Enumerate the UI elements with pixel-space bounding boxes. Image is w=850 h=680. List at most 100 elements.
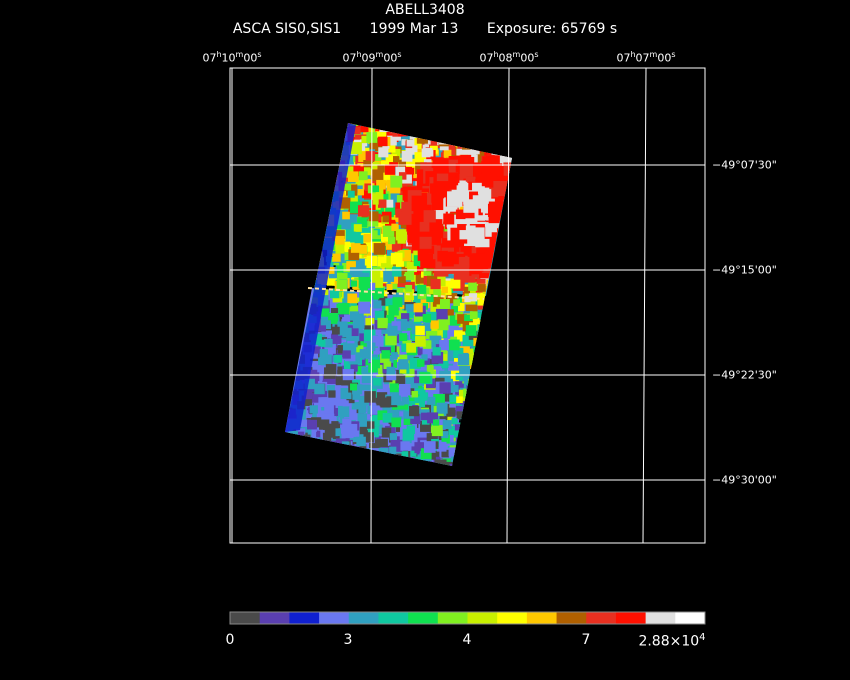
intensity-pixel — [380, 255, 393, 268]
intensity-pixel — [405, 377, 415, 386]
intensity-pixel — [342, 400, 349, 407]
intensity-pixel — [489, 407, 500, 419]
intensity-pixel — [419, 236, 432, 249]
intensity-pixel — [460, 438, 469, 447]
intensity-pixel — [484, 462, 497, 466]
intensity-pixel — [374, 137, 381, 144]
intensity-pixel — [488, 211, 501, 224]
intensity-pixel — [285, 286, 293, 298]
intensity-pixel — [469, 353, 481, 365]
intensity-pixel — [293, 147, 304, 158]
colorbar-swatch — [467, 612, 498, 624]
intensity-pixel — [387, 236, 396, 245]
intensity-pixel — [449, 370, 460, 382]
intensity-pixel — [320, 159, 330, 169]
intensity-pixel — [482, 337, 489, 344]
intensity-pixel — [361, 189, 371, 199]
intensity-pixel — [378, 447, 389, 458]
intensity-pixel — [301, 302, 309, 310]
intensity-pixel — [289, 143, 299, 153]
intensity-pixel — [390, 439, 403, 452]
intensity-pixel — [430, 320, 439, 329]
intensity-pixel — [287, 235, 294, 243]
intensity-pixel — [375, 271, 388, 284]
intensity-pixel — [493, 464, 505, 466]
intensity-pixel — [336, 265, 344, 273]
intensity-pixel — [448, 339, 460, 351]
intensity-pixel — [432, 419, 440, 426]
intensity-pixel — [342, 123, 351, 125]
intensity-pixel — [285, 274, 297, 286]
intensity-pixel — [509, 444, 512, 454]
intensity-pixel — [473, 227, 487, 242]
intensity-pixel — [381, 350, 390, 359]
intensity-pixel — [286, 126, 295, 135]
intensity-pixel — [500, 453, 507, 460]
intensity-pixel — [442, 420, 452, 430]
intensity-pixel — [446, 123, 457, 126]
intensity-pixel — [287, 341, 296, 349]
intensity-pixel — [361, 372, 373, 384]
intensity-pixel — [298, 248, 310, 260]
intensity-pixel — [343, 458, 350, 465]
intensity-pixel — [308, 166, 316, 174]
intensity-pixel — [474, 465, 483, 466]
intensity-pixel — [301, 191, 312, 202]
intensity-pixel — [432, 295, 444, 307]
intensity-pixel — [362, 272, 370, 280]
intensity-pixel — [491, 232, 508, 248]
intensity-pixel — [487, 303, 497, 313]
intensity-pixel — [288, 222, 301, 235]
colorbar-swatch — [408, 612, 439, 624]
intensity-pixel — [296, 229, 309, 241]
date-label: 1999 Mar 13 — [369, 21, 459, 37]
intensity-pixel — [389, 123, 401, 134]
intensity-pixel — [470, 452, 477, 459]
intensity-pixel — [290, 310, 300, 321]
intensity-pixel — [360, 226, 370, 236]
intensity-pixel — [426, 403, 438, 415]
intensity-pixel — [459, 163, 474, 177]
intensity-pixel — [441, 449, 450, 458]
intensity-pixel — [501, 234, 509, 242]
intensity-pixel — [299, 453, 310, 464]
intensity-pixel — [433, 219, 443, 229]
ra-grid-line — [642, 67, 647, 544]
intensity-pixel — [456, 445, 468, 457]
intensity-pixel — [506, 192, 512, 204]
intensity-pixel — [287, 148, 297, 158]
intensity-pixel — [496, 450, 503, 457]
intensity-pixel — [504, 244, 512, 257]
intensity-pixel — [481, 131, 489, 140]
intensity-pixel — [366, 421, 375, 429]
intensity-pixel — [285, 123, 290, 126]
intensity-pixel — [373, 347, 381, 355]
intensity-pixel — [348, 249, 360, 261]
intensity-pixel — [307, 229, 314, 237]
intensity-pixel — [299, 308, 306, 316]
intensity-pixel — [481, 161, 492, 172]
intensity-pixel — [495, 133, 504, 142]
intensity-pixel — [439, 133, 450, 144]
intensity-pixel — [443, 149, 452, 158]
intensity-pixel — [505, 348, 512, 358]
intensity-pixel — [356, 345, 364, 353]
intensity-pixel — [507, 277, 512, 288]
intensity-pixel — [473, 312, 483, 321]
intensity-pixel — [298, 210, 308, 221]
intensity-pixel — [473, 345, 481, 353]
intensity-pixel — [286, 349, 294, 357]
intensity-pixel — [468, 446, 480, 458]
intensity-pixel — [497, 420, 506, 429]
intensity-pixel — [454, 424, 462, 431]
intensity-pixel — [290, 438, 302, 449]
intensity-pixel — [290, 224, 302, 236]
intensity-pixel — [342, 418, 352, 428]
colorbar-label: 7 — [581, 632, 591, 648]
intensity-pixel — [413, 303, 423, 313]
intensity-pixel — [357, 413, 368, 424]
intensity-pixel — [288, 302, 300, 315]
intensity-pixel — [331, 421, 339, 429]
intensity-pixel — [500, 347, 512, 359]
intensity-pixel — [490, 400, 500, 410]
